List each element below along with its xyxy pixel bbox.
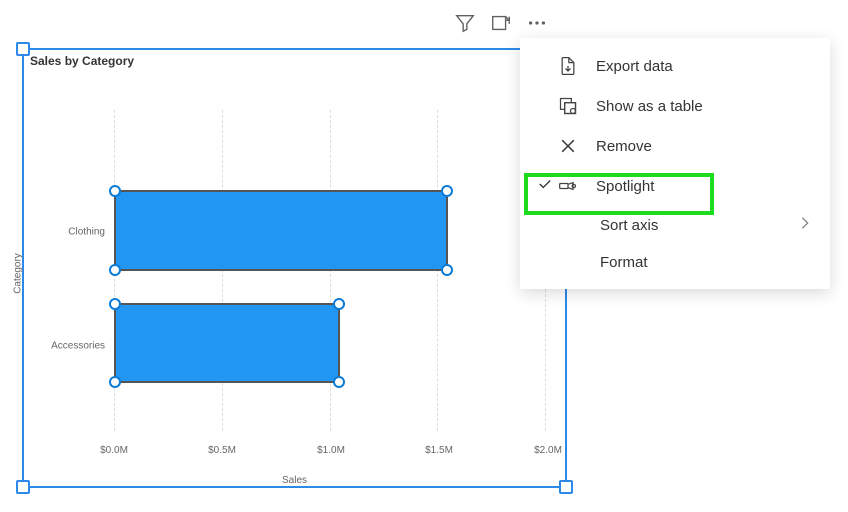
menu-label: Show as a table [596,98,812,115]
category-label: Accessories [51,340,105,351]
menu-label: Sort axis [600,217,798,234]
data-handle[interactable] [441,185,453,197]
more-options-icon[interactable] [526,12,548,34]
menu-label: Export data [596,58,812,75]
data-handle[interactable] [109,298,121,310]
menu-sort-axis[interactable]: Sort axis [520,206,830,244]
menu-label: Format [600,254,812,271]
menu-remove[interactable]: Remove [520,126,830,166]
chevron-right-icon [798,216,812,234]
selection-handle[interactable] [16,480,30,494]
data-handle[interactable] [109,264,121,276]
visual-toolbar [454,12,548,34]
menu-show-as-table[interactable]: Show as a table [520,86,830,126]
chart-visual[interactable]: Sales by Category Category Sales Clothin… [22,48,567,488]
check-icon [538,177,554,195]
menu-export-data[interactable]: Export data [520,46,830,86]
bar-accessories[interactable] [114,303,340,383]
x-tick: $1.5M [425,445,453,456]
selection-handle[interactable] [559,480,573,494]
data-handle[interactable] [441,264,453,276]
chart-title: Sales by Category [30,54,134,68]
y-axis-label: Category [13,253,24,294]
menu-label: Remove [596,138,812,155]
menu-format[interactable]: Format [520,244,830,281]
plot-area [114,110,545,431]
selection-handle[interactable] [16,42,30,56]
data-handle[interactable] [333,298,345,310]
x-axis-label: Sales [282,475,307,486]
filter-icon[interactable] [454,12,476,34]
table-icon [558,96,578,116]
data-handle[interactable] [333,376,345,388]
category-label: Clothing [68,226,105,237]
x-tick: $1.0M [317,445,345,456]
remove-icon [558,136,578,156]
export-icon [558,56,578,76]
data-handle[interactable] [109,376,121,388]
x-tick: $2.0M [534,445,562,456]
menu-spotlight[interactable]: Spotlight [520,166,830,206]
bar-clothing[interactable] [114,190,448,270]
context-menu: Export data Show as a table Remove Spotl… [520,38,830,289]
menu-label: Spotlight [596,178,812,195]
x-tick: $0.5M [208,445,236,456]
x-tick: $0.0M [100,445,128,456]
spotlight-icon [558,176,578,196]
focus-mode-icon[interactable] [490,12,512,34]
